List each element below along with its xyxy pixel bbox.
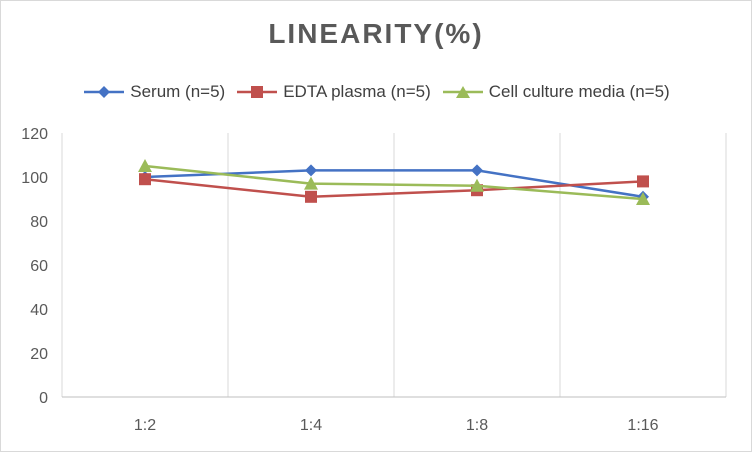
data-point-square bbox=[139, 173, 151, 186]
x-tick-label: 1:8 bbox=[466, 417, 488, 434]
data-point-triangle bbox=[636, 192, 650, 205]
legend-label-serum: Serum (n=5) bbox=[130, 82, 226, 101]
legend-entry-edta-plasma: EDTA plasma (n=5) bbox=[235, 82, 431, 102]
x-tick-label: 1:2 bbox=[134, 417, 156, 434]
y-tick-label: 20 bbox=[30, 346, 48, 363]
data-point-triangle bbox=[304, 176, 318, 190]
chart-legend: Serum (n=5) EDTA plasma (n=5) Cell cultu… bbox=[0, 80, 752, 104]
chart-title: LINEARITY(%) bbox=[268, 18, 484, 49]
legend-entry-cell-culture-media: Cell culture media (n=5) bbox=[441, 82, 670, 102]
series-2 bbox=[138, 159, 650, 205]
series-line bbox=[144, 164, 644, 201]
y-tick-label: 40 bbox=[30, 302, 48, 319]
x-tick-label: 1:4 bbox=[300, 417, 322, 434]
grid-lines bbox=[61, 133, 727, 397]
legend-label-edta-plasma: EDTA plasma (n=5) bbox=[283, 82, 431, 101]
y-tick-label: 0 bbox=[39, 390, 48, 407]
legend-swatch-edta-plasma bbox=[237, 86, 278, 98]
legend-swatch-serum bbox=[84, 86, 125, 98]
data-point-square bbox=[305, 190, 317, 203]
x-tick-label: 1:16 bbox=[627, 417, 658, 434]
y-tick-label: 60 bbox=[30, 258, 48, 275]
legend-entry-serum: Serum (n=5) bbox=[82, 82, 225, 102]
legend-swatch-cell-culture-media bbox=[442, 86, 483, 98]
y-tick-label: 100 bbox=[21, 170, 48, 187]
data-point-triangle bbox=[470, 178, 484, 192]
data-point-diamond bbox=[305, 164, 317, 177]
y-tick-label: 120 bbox=[21, 126, 48, 143]
legend-label-cell-culture-media: Cell culture media (n=5) bbox=[488, 82, 670, 101]
data-point-diamond bbox=[471, 164, 483, 177]
data-point-square bbox=[637, 175, 649, 188]
y-tick-label: 80 bbox=[30, 214, 48, 231]
series-layer bbox=[138, 159, 650, 205]
data-point-triangle bbox=[138, 159, 152, 172]
tick-labels: 0 20 40 60 80 100 120 1:2 1:4 1:8 1:16 bbox=[21, 126, 658, 434]
series-line bbox=[144, 177, 644, 199]
